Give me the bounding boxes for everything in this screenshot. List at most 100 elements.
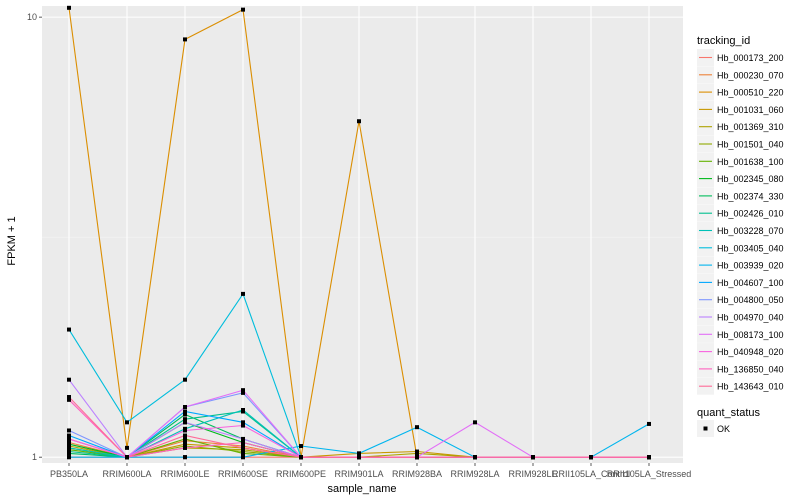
y-tick-label: 1 bbox=[32, 452, 37, 462]
data-points bbox=[67, 5, 651, 460]
y-axis-title: FPKM + 1 bbox=[6, 216, 18, 265]
data-point bbox=[647, 421, 651, 426]
y-tick-label: 10 bbox=[27, 12, 37, 22]
x-tick-label: RRII105LA_Control bbox=[552, 469, 630, 479]
y-axis: 1 10 bbox=[27, 12, 42, 462]
data-point bbox=[67, 455, 71, 460]
data-point bbox=[531, 455, 535, 460]
data-point bbox=[125, 420, 129, 425]
data-point bbox=[241, 291, 245, 296]
data-point bbox=[473, 420, 477, 425]
legend-label: Hb_143643_010 bbox=[717, 382, 784, 392]
legend: tracking_id Hb_000173_200Hb_000230_070Hb… bbox=[697, 35, 784, 437]
data-point bbox=[299, 455, 303, 460]
legend-label: Hb_040948_020 bbox=[717, 347, 784, 357]
data-point bbox=[241, 408, 245, 413]
data-point bbox=[67, 397, 71, 402]
data-point bbox=[241, 423, 245, 428]
data-point bbox=[125, 445, 129, 450]
legend-title: tracking_id bbox=[697, 35, 750, 47]
legend-label: Hb_003405_040 bbox=[717, 243, 784, 253]
data-point bbox=[241, 445, 245, 450]
data-point bbox=[183, 455, 187, 460]
legend-label: Hb_004607_100 bbox=[717, 278, 784, 288]
legend-label: Hb_003939_020 bbox=[717, 261, 784, 271]
x-axis-title: sample_name bbox=[327, 483, 396, 495]
data-point bbox=[357, 451, 361, 456]
legend-label: Hb_002345_080 bbox=[717, 174, 784, 184]
data-point bbox=[183, 409, 187, 414]
legend-label: Hb_004800_050 bbox=[717, 295, 784, 305]
legend-label: Hb_002426_010 bbox=[717, 209, 784, 219]
x-tick-label: RRIM600LA bbox=[102, 469, 151, 479]
data-point bbox=[241, 451, 245, 456]
legend-label: Hb_001031_060 bbox=[717, 105, 784, 115]
legend-label: Hb_001369_310 bbox=[717, 122, 784, 132]
data-point bbox=[241, 440, 245, 445]
data-point bbox=[67, 433, 71, 438]
legend2-label: OK bbox=[717, 424, 730, 434]
data-point bbox=[415, 455, 419, 460]
legend-label: Hb_001501_040 bbox=[717, 140, 784, 150]
grid-lines bbox=[42, 6, 683, 463]
data-point bbox=[241, 436, 245, 441]
legend-items: Hb_000173_200 Hb_000230_070 Hb_000510_220 H… bbox=[697, 49, 784, 395]
data-point bbox=[183, 420, 187, 425]
legend-label: Hb_008173_100 bbox=[717, 330, 784, 340]
data-point bbox=[415, 451, 419, 456]
legend-label: Hb_000230_070 bbox=[717, 70, 784, 80]
data-point bbox=[589, 455, 593, 460]
data-point bbox=[241, 7, 245, 12]
data-point bbox=[241, 388, 245, 393]
data-point bbox=[67, 377, 71, 382]
legend-label: Hb_004970_040 bbox=[717, 313, 784, 323]
data-point bbox=[125, 455, 129, 460]
x-tick-label: RRIM928BA bbox=[392, 469, 442, 479]
data-point bbox=[183, 445, 187, 450]
x-tick-label: RRIM901LA bbox=[334, 469, 383, 479]
data-point bbox=[67, 5, 71, 10]
data-point bbox=[647, 455, 651, 460]
x-tick-label: RRIM928LA bbox=[450, 469, 499, 479]
data-point bbox=[241, 420, 245, 425]
data-point bbox=[67, 327, 71, 332]
legend2-title: quant_status bbox=[697, 407, 760, 419]
data-point bbox=[183, 37, 187, 42]
data-point bbox=[183, 412, 187, 417]
data-point bbox=[67, 436, 71, 441]
x-tick-label: RRIM600LE bbox=[160, 469, 209, 479]
data-point bbox=[183, 417, 187, 422]
data-point bbox=[183, 436, 187, 441]
legend-label: Hb_003228_070 bbox=[717, 226, 784, 236]
data-point bbox=[67, 395, 71, 400]
data-point bbox=[67, 445, 71, 450]
x-tick-label: PB350LA bbox=[50, 469, 88, 479]
legend-label: Hb_001638_100 bbox=[717, 157, 784, 167]
legend-label: Hb_000173_200 bbox=[717, 53, 784, 63]
x-tick-label: RRIM928LE bbox=[508, 469, 557, 479]
data-point bbox=[183, 405, 187, 410]
data-point bbox=[415, 425, 419, 430]
legend-label: Hb_000510_220 bbox=[717, 88, 784, 98]
data-point bbox=[183, 433, 187, 438]
data-point bbox=[299, 444, 303, 449]
legend2-key-point bbox=[703, 426, 708, 431]
data-point bbox=[357, 455, 361, 460]
x-tick-label: RRIM600SE bbox=[218, 469, 268, 479]
legend2-key bbox=[697, 420, 714, 437]
data-point bbox=[183, 428, 187, 433]
data-point bbox=[473, 455, 477, 460]
x-tick-label: RRIM600PE bbox=[276, 469, 326, 479]
legend-label: Hb_136850_040 bbox=[717, 364, 784, 374]
legend-label: Hb_002374_330 bbox=[717, 191, 784, 201]
data-point bbox=[183, 377, 187, 382]
data-point bbox=[67, 428, 71, 433]
data-point bbox=[67, 442, 71, 447]
data-point bbox=[241, 390, 245, 395]
x-tick-label: RRII105LA_Stressed bbox=[607, 469, 692, 479]
plot-panel bbox=[42, 6, 683, 463]
data-point bbox=[241, 455, 245, 460]
data-point bbox=[67, 449, 71, 454]
data-point bbox=[357, 119, 361, 124]
